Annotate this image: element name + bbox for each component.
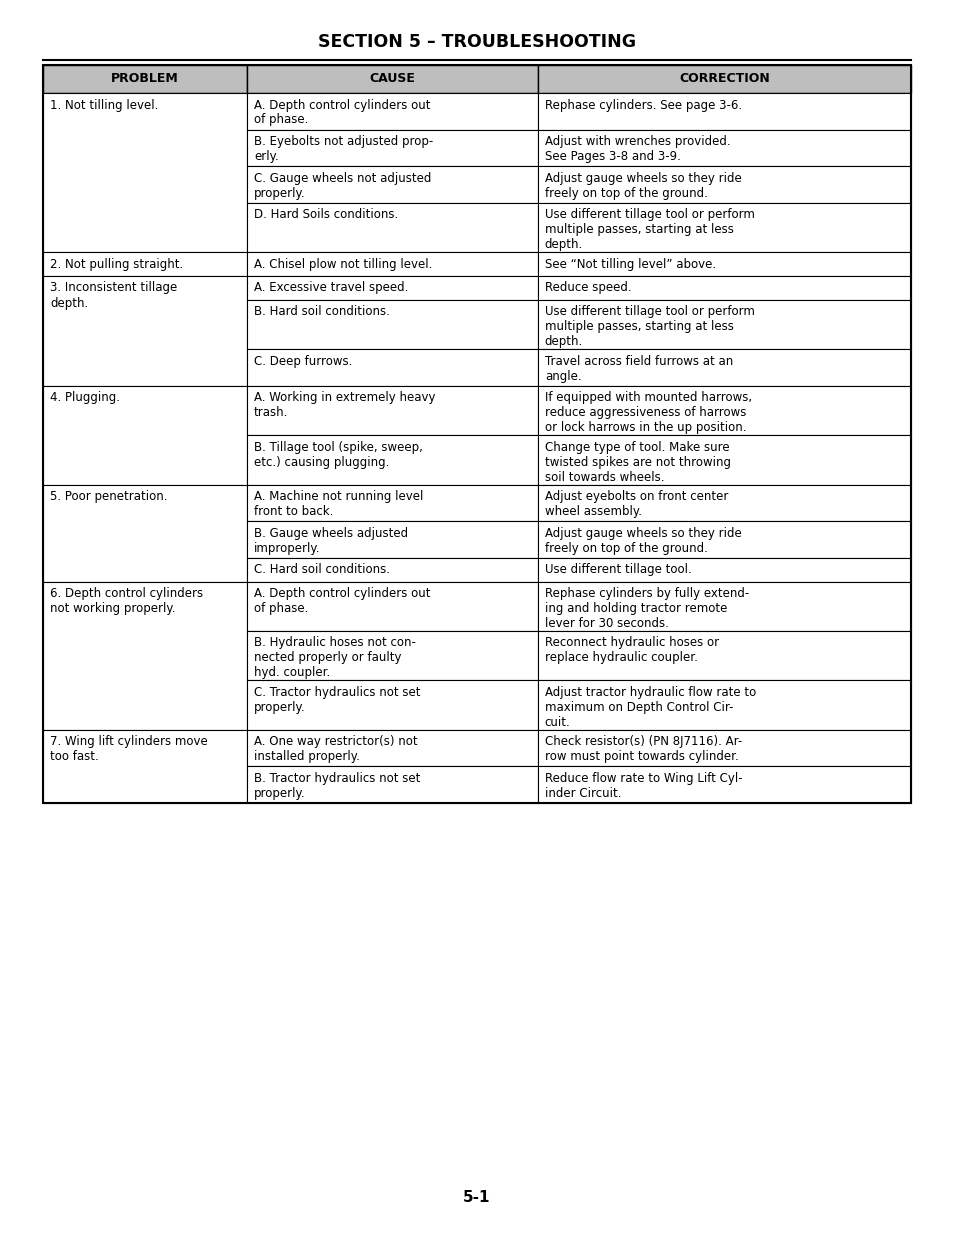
Text: A. Depth control cylinders out
of phase.: A. Depth control cylinders out of phase. <box>253 587 430 615</box>
Bar <box>537 65 910 93</box>
Bar <box>537 631 910 680</box>
Text: Use different tillage tool or perform
multiple passes, starting at less
depth.: Use different tillage tool or perform mu… <box>544 305 754 348</box>
Text: CORRECTION: CORRECTION <box>679 73 769 85</box>
Text: 5-1: 5-1 <box>463 1189 490 1204</box>
Bar <box>43 65 910 803</box>
Bar <box>537 350 910 385</box>
Bar <box>247 167 537 203</box>
Bar <box>43 65 247 93</box>
Text: C. Deep furrows.: C. Deep furrows. <box>253 354 352 368</box>
Text: 2. Not pulling straight.: 2. Not pulling straight. <box>50 258 183 270</box>
Text: C. Hard soil conditions.: C. Hard soil conditions. <box>253 563 390 577</box>
Text: A. Excessive travel speed.: A. Excessive travel speed. <box>253 282 408 294</box>
Bar <box>537 484 910 521</box>
Bar <box>247 558 537 582</box>
Text: Adjust with wrenches provided.
See Pages 3-8 and 3-9.: Adjust with wrenches provided. See Pages… <box>544 135 730 163</box>
Bar <box>537 385 910 435</box>
Bar <box>537 521 910 558</box>
Bar <box>247 582 537 631</box>
Text: See “Not tilling level” above.: See “Not tilling level” above. <box>544 258 715 270</box>
Bar <box>537 767 910 803</box>
Text: Rephase cylinders. See page 3-6.: Rephase cylinders. See page 3-6. <box>544 99 741 111</box>
Bar <box>247 631 537 680</box>
Text: B. Hard soil conditions.: B. Hard soil conditions. <box>253 305 390 319</box>
Bar <box>537 275 910 300</box>
Text: B. Tillage tool (spike, sweep,
etc.) causing plugging.: B. Tillage tool (spike, sweep, etc.) cau… <box>253 441 422 469</box>
Bar <box>247 93 537 130</box>
Bar <box>537 680 910 730</box>
Bar <box>537 130 910 167</box>
Bar <box>537 93 910 130</box>
Text: A. One way restrictor(s) not
installed properly.: A. One way restrictor(s) not installed p… <box>253 735 417 763</box>
Bar <box>537 730 910 767</box>
Text: 6. Depth control cylinders
not working properly.: 6. Depth control cylinders not working p… <box>50 587 203 615</box>
Bar <box>247 767 537 803</box>
Text: Adjust tractor hydraulic flow rate to
maximum on Depth Control Cir-
cuit.: Adjust tractor hydraulic flow rate to ma… <box>544 685 755 729</box>
Bar <box>43 275 247 385</box>
Text: CAUSE: CAUSE <box>369 73 415 85</box>
Text: 5. Poor penetration.: 5. Poor penetration. <box>50 490 168 503</box>
Bar <box>247 300 537 350</box>
Text: Adjust eyebolts on front center
wheel assembly.: Adjust eyebolts on front center wheel as… <box>544 490 727 519</box>
Bar <box>537 252 910 275</box>
Bar <box>247 65 537 93</box>
Text: Change type of tool. Make sure
twisted spikes are not throwing
soil towards whee: Change type of tool. Make sure twisted s… <box>544 441 730 484</box>
Bar <box>537 300 910 350</box>
Bar <box>537 558 910 582</box>
Bar <box>43 93 247 252</box>
Bar <box>247 203 537 252</box>
Bar <box>247 484 537 521</box>
Bar <box>247 730 537 767</box>
Text: Reduce speed.: Reduce speed. <box>544 282 631 294</box>
Text: Use different tillage tool.: Use different tillage tool. <box>544 563 691 577</box>
Bar <box>247 275 537 300</box>
Text: 4. Plugging.: 4. Plugging. <box>50 391 120 404</box>
Bar <box>247 521 537 558</box>
Text: Reconnect hydraulic hoses or
replace hydraulic coupler.: Reconnect hydraulic hoses or replace hyd… <box>544 636 719 664</box>
Bar <box>537 167 910 203</box>
Text: PROBLEM: PROBLEM <box>111 73 178 85</box>
Bar <box>247 130 537 167</box>
Bar <box>43 252 247 275</box>
Bar <box>247 435 537 484</box>
Text: B. Hydraulic hoses not con-
nected properly or faulty
hyd. coupler.: B. Hydraulic hoses not con- nected prope… <box>253 636 416 679</box>
Text: C. Gauge wheels not adjusted
properly.: C. Gauge wheels not adjusted properly. <box>253 172 431 200</box>
Text: A. Depth control cylinders out
of phase.: A. Depth control cylinders out of phase. <box>253 99 430 126</box>
Bar <box>537 203 910 252</box>
Text: B. Tractor hydraulics not set
properly.: B. Tractor hydraulics not set properly. <box>253 772 420 800</box>
Text: B. Gauge wheels adjusted
improperly.: B. Gauge wheels adjusted improperly. <box>253 526 408 555</box>
Bar <box>247 680 537 730</box>
Text: B. Eyebolts not adjusted prop-
erly.: B. Eyebolts not adjusted prop- erly. <box>253 135 433 163</box>
Bar <box>247 385 537 435</box>
Text: C. Tractor hydraulics not set
properly.: C. Tractor hydraulics not set properly. <box>253 685 420 714</box>
Text: 1. Not tilling level.: 1. Not tilling level. <box>50 99 158 111</box>
Text: Check resistor(s) (PN 8J7116). Ar-
row must point towards cylinder.: Check resistor(s) (PN 8J7116). Ar- row m… <box>544 735 741 763</box>
Bar <box>537 435 910 484</box>
Text: Adjust gauge wheels so they ride
freely on top of the ground.: Adjust gauge wheels so they ride freely … <box>544 172 740 200</box>
Bar <box>43 484 247 582</box>
Text: D. Hard Soils conditions.: D. Hard Soils conditions. <box>253 209 397 221</box>
Bar <box>247 350 537 385</box>
Text: 7. Wing lift cylinders move
too fast.: 7. Wing lift cylinders move too fast. <box>50 735 208 763</box>
Text: A. Working in extremely heavy
trash.: A. Working in extremely heavy trash. <box>253 391 435 420</box>
Text: If equipped with mounted harrows,
reduce aggressiveness of harrows
or lock harro: If equipped with mounted harrows, reduce… <box>544 391 751 435</box>
Text: Rephase cylinders by fully extend-
ing and holding tractor remote
lever for 30 s: Rephase cylinders by fully extend- ing a… <box>544 587 748 630</box>
Text: Travel across field furrows at an
angle.: Travel across field furrows at an angle. <box>544 354 732 383</box>
Text: A. Chisel plow not tilling level.: A. Chisel plow not tilling level. <box>253 258 432 270</box>
Text: Adjust gauge wheels so they ride
freely on top of the ground.: Adjust gauge wheels so they ride freely … <box>544 526 740 555</box>
Text: SECTION 5 – TROUBLESHOOTING: SECTION 5 – TROUBLESHOOTING <box>317 33 636 51</box>
Bar <box>43 582 247 730</box>
Bar <box>537 582 910 631</box>
Text: A. Machine not running level
front to back.: A. Machine not running level front to ba… <box>253 490 423 519</box>
Text: 3. Inconsistent tillage
depth.: 3. Inconsistent tillage depth. <box>50 282 177 310</box>
Bar <box>43 730 247 803</box>
Bar <box>43 385 247 484</box>
Text: Reduce flow rate to Wing Lift Cyl-
inder Circuit.: Reduce flow rate to Wing Lift Cyl- inder… <box>544 772 741 800</box>
Text: Use different tillage tool or perform
multiple passes, starting at less
depth.: Use different tillage tool or perform mu… <box>544 209 754 251</box>
Bar <box>247 252 537 275</box>
